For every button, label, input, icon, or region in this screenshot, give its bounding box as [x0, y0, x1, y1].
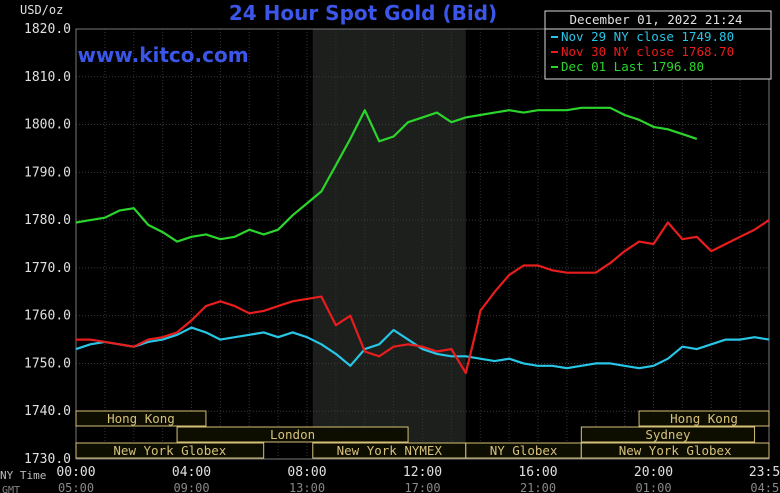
x-tick-label-ny: 16:00 [518, 465, 557, 480]
y-tick-label: 1810.0 [24, 70, 71, 85]
x-tick-label-ny: 20:00 [634, 465, 673, 480]
session-bar [580, 426, 756, 443]
y-tick-label: 1750.0 [24, 356, 71, 371]
x-tick-label-ny: 23:59 [749, 465, 780, 480]
series-line-1 [76, 219, 770, 375]
y-tick-label: 1800.0 [24, 118, 71, 133]
y-tick-label: 1780.0 [24, 213, 71, 228]
trading-sessions-bar: Hong Kong London New York Globex New York N… [75, 410, 770, 459]
y-tick-label: 1820.0 [24, 22, 71, 37]
y-axis-unit-label: USD/oz [20, 3, 63, 17]
session-bar [176, 426, 409, 443]
x-tick-label-gmt: 13:00 [289, 481, 325, 493]
plot-frame [75, 28, 770, 460]
legend-entry: Nov 30 NY close 1768.70 [561, 44, 734, 59]
legend-frame [544, 10, 772, 80]
x-tick-label-gmt: 17:00 [404, 481, 440, 493]
session-label: New York Globex [619, 443, 732, 458]
legend-entry: Dec 01 Last 1796.80 [561, 59, 704, 74]
session-bar [75, 442, 265, 459]
chart-title: 24 Hour Spot Gold (Bid) [229, 1, 497, 25]
gmt-row-label: GMT [2, 485, 20, 493]
x-tick-label-ny: 00:00 [56, 465, 95, 480]
x-tick-label-gmt: 09:00 [173, 481, 209, 493]
x-tick-label-gmt: 04:59 [750, 481, 780, 493]
grid-lines [75, 28, 770, 460]
legend-entry: Nov 29 NY close 1749.80 [561, 29, 734, 44]
chart-timestamp: December 01, 2022 21:24 [569, 12, 742, 27]
session-label: Sydney [645, 427, 691, 442]
y-tick-label: 1740.0 [24, 404, 71, 419]
nymex-session-highlight [312, 29, 466, 459]
ny-time-row-label: NY Time [0, 469, 46, 482]
y-tick-label: 1760.0 [24, 309, 71, 324]
y-tick-label: 1790.0 [24, 165, 71, 180]
x-tick-label-ny: 08:00 [287, 465, 326, 480]
session-bar [75, 410, 207, 427]
watermark-link[interactable]: www.kitco.com [77, 43, 248, 67]
session-label: London [270, 427, 315, 442]
session-bar [580, 442, 770, 459]
session-label: NY Globex [490, 443, 558, 458]
y-tick-label: 1730.0 [24, 452, 71, 467]
session-bar [638, 410, 770, 427]
session-label: New York NYMEX [337, 443, 443, 458]
y-tick-label: 1770.0 [24, 261, 71, 276]
x-tick-label-gmt: 21:00 [520, 481, 556, 493]
x-tick-label-ny: 04:00 [172, 465, 211, 480]
legend-box: December 01, 2022 21:24 Nov 29 NY close … [544, 10, 772, 80]
series-line-2 [75, 106, 698, 243]
x-tick-label-gmt: 01:00 [635, 481, 671, 493]
session-label: Hong Kong [107, 411, 175, 426]
session-label: Hong Kong [670, 411, 738, 426]
session-label: New York Globex [113, 443, 226, 458]
price-series [75, 106, 770, 375]
axis-tick-labels: 1820.0 1810.0 1800.0 1790.0 1780.0 1770.0 1760… [0, 22, 780, 493]
x-tick-label-gmt: 05:00 [58, 481, 94, 493]
series-line-0 [75, 326, 770, 370]
x-tick-label-ny: 12:00 [403, 465, 442, 480]
